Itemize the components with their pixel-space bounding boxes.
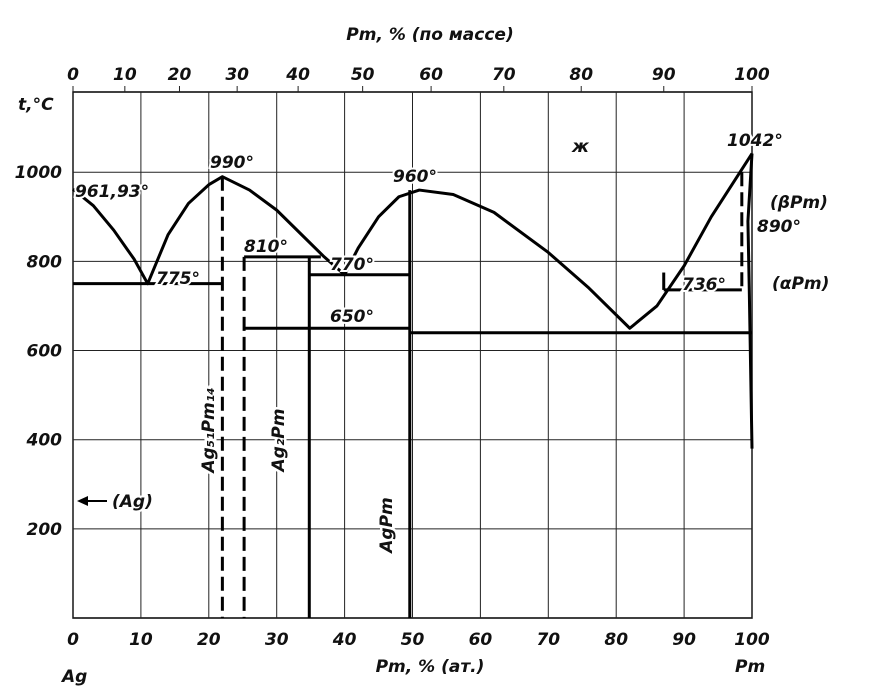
y-tick-label: 200 (27, 520, 63, 540)
top-tick-label: 30 (225, 65, 249, 85)
x-tick-label: 80 (604, 630, 628, 650)
x-tick-label: 50 (401, 630, 425, 650)
arrow-head (77, 496, 88, 506)
annotation: 650° (330, 307, 374, 327)
x-tick-label: 10 (129, 630, 153, 650)
top-tick-label: 10 (113, 65, 137, 85)
top-tick-label: 0 (67, 65, 79, 85)
x-tick-label: 100 (734, 630, 770, 650)
annotation: 775° (156, 269, 200, 289)
phase-line (746, 153, 754, 449)
y-axis-title: t,°C (18, 95, 54, 115)
top-tick-label: 20 (168, 65, 192, 85)
annotation: 736° (682, 275, 726, 295)
top-tick-label: 40 (285, 65, 310, 85)
top-tick-label: 90 (652, 65, 676, 85)
y-tick-label: 400 (26, 431, 63, 451)
top-axis-title: Pm, % (по массе) (346, 25, 513, 45)
annotation: 961,93° (75, 182, 149, 202)
y-tick-label: 1000 (15, 163, 62, 183)
phase-label: Ag₅₁Pm₁₄ (199, 387, 219, 474)
y-tick-label: 600 (27, 342, 63, 362)
x-tick-label: 0 (67, 630, 79, 650)
top-tick-label: 60 (419, 65, 443, 85)
top-tick-label: 80 (569, 65, 593, 85)
annotation: 810° (244, 237, 288, 257)
phase-label: Ag₂Pm (269, 409, 289, 474)
annotation: 1042° (727, 131, 783, 151)
annotation: (βPm) (770, 193, 828, 213)
x-tick-label: 20 (197, 630, 221, 650)
top-tick-label: 70 (492, 65, 516, 85)
x-tick-label: 40 (332, 630, 357, 650)
x-tick-label: 30 (265, 630, 289, 650)
left-element: Ag (60, 667, 87, 687)
annotation: 960° (393, 167, 437, 187)
annotation: (αPm) (772, 274, 829, 294)
x-tick-label: 60 (469, 630, 493, 650)
y-tick-label: 800 (27, 252, 63, 272)
annotation: 770° (330, 255, 374, 275)
phase-label: AgPm (377, 497, 397, 555)
x-tick-label: 90 (672, 630, 696, 650)
annotation: ж (571, 137, 590, 157)
x-tick-label: 70 (536, 630, 560, 650)
annotation: (Ag) (112, 492, 153, 512)
annotation: 990° (210, 153, 254, 173)
right-element: Pm (735, 657, 765, 677)
annotation: 890° (757, 217, 801, 237)
top-tick-label: 50 (351, 65, 375, 85)
top-tick-label: 100 (734, 65, 770, 85)
x-axis-title: Pm, % (ат.) (376, 657, 485, 677)
